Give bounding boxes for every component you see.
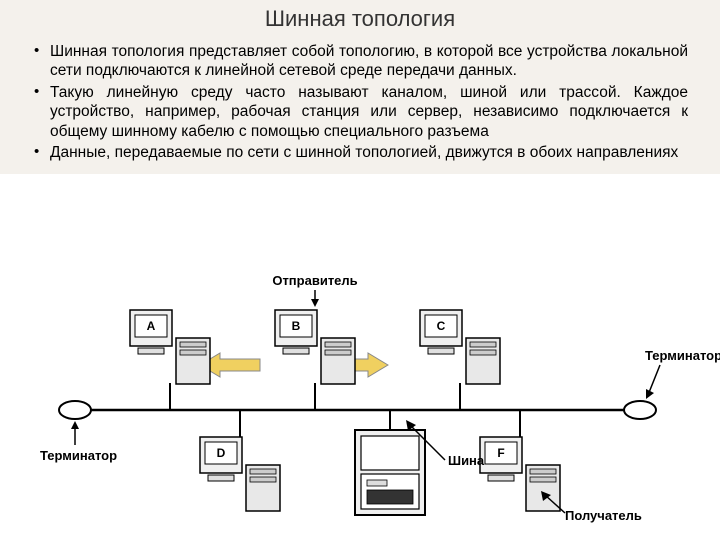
workstation-c: C [420,310,500,384]
sender-arrowhead [311,299,319,307]
svg-text:A: A [147,319,156,333]
workstation-f: F [480,437,560,511]
svg-text:B: B [292,319,301,333]
svg-text:C: C [437,319,446,333]
server [355,430,425,515]
title-bar: Шинная топология [0,0,720,36]
workstation-d: D [200,437,280,511]
label-terminator-left: Терминатор [40,448,117,463]
content-box: Шинная топология представляет собой топо… [0,36,720,174]
label-terminator-right: Терминатор [645,348,720,363]
terminator-left [59,401,91,419]
workstation-a: A [130,310,210,384]
bullet-item: Шинная топология представляет собой топо… [32,42,688,81]
page-title: Шинная топология [0,6,720,32]
bullet-list: Шинная топология представляет собой топо… [32,42,688,162]
terminator-right [624,401,656,419]
bullet-item: Такую линейную среду часто называют кана… [32,83,688,141]
workstation-b: B [275,310,355,384]
label-sender: Отправитель [272,273,357,288]
term-right-pointer [648,365,660,395]
label-bus: Шина [448,453,485,468]
svg-text:D: D [217,446,226,460]
term-left-arrowhead [71,421,79,429]
svg-text:F: F [497,446,504,460]
label-receiver: Получатель [565,508,642,523]
bullet-item: Данные, передаваемые по сети с шинной то… [32,143,688,162]
diagram-svg: Отправитель Терминатор Терминатор [0,265,720,535]
bus-topology-diagram: Отправитель Терминатор Терминатор [0,265,720,540]
